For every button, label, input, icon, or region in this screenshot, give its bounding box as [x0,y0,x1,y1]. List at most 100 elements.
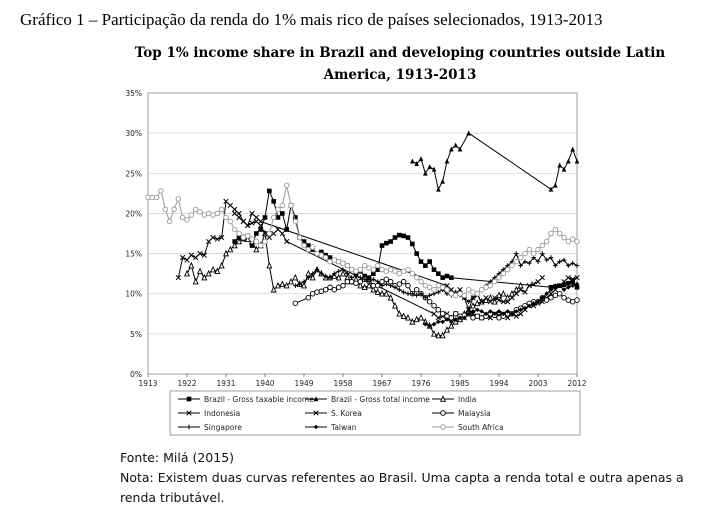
legend-label: Indonesia [204,409,240,418]
data-point [570,146,575,152]
x-tick-label: 2012 [567,379,586,388]
data-point [561,294,567,301]
data-point [574,263,580,268]
data-point [184,257,190,263]
legend-marker [186,424,192,430]
data-point [474,290,481,297]
data-point [548,230,554,237]
data-point [552,226,559,233]
data-point [565,275,571,281]
data-point [470,295,476,301]
data-point [440,319,445,325]
data-point [522,305,528,311]
data-point [293,215,298,220]
data-point [423,263,428,268]
data-point [227,202,233,209]
y-tick-label: 0% [130,370,142,379]
data-point [327,275,333,280]
data-point [517,254,524,261]
data-point [574,297,580,303]
data-point [526,246,533,253]
data-point [192,206,199,213]
data-point [196,267,204,274]
data-point [417,314,425,321]
data-point [332,271,337,276]
data-point [561,279,567,285]
data-point [449,146,454,152]
chart-title-line1: Top 1% income share in Brazil and develo… [134,45,666,61]
data-point [374,288,381,295]
data-point [236,210,242,217]
figure-caption: Gráfico 1 – Participação da renda do 1% … [20,10,603,29]
series-8 [145,182,580,299]
data-point [384,240,389,246]
data-point [543,238,550,245]
data-point [487,293,494,301]
data-point [244,233,251,239]
data-point [292,273,299,281]
data-point [314,267,320,272]
legend-label: South Africa [458,423,504,432]
data-point [400,312,407,319]
x-tick-label: 1913 [138,379,157,388]
data-point [504,266,511,273]
data-point [535,299,541,305]
legend-marker [186,410,192,416]
data-point [362,276,367,282]
data-point [353,273,359,279]
data-point [526,283,532,289]
data-point [501,311,506,317]
data-point [235,237,243,245]
y-tick-label: 35% [125,89,142,98]
legend-item: India [432,395,476,404]
data-point [544,257,549,263]
data-point [275,206,281,213]
data-point [561,282,567,288]
data-point [431,321,437,327]
data-point [522,259,528,264]
data-point [539,275,545,281]
data-point [535,279,541,285]
legend-marker [440,410,446,416]
data-point [331,286,338,293]
data-point [513,291,519,297]
data-point [410,241,415,247]
data-point [175,196,182,202]
data-point [279,280,286,287]
x-tick-label: 2003 [528,379,547,388]
data-point [557,283,562,288]
plot-frame [147,92,578,375]
data-point [427,164,432,170]
data-point [448,287,454,293]
legend-item: Taiwan [305,423,357,432]
data-point [249,236,255,242]
data-point [162,206,169,213]
data-point [361,262,368,269]
data-point [180,254,186,261]
data-point [466,311,471,317]
data-point [392,284,398,290]
data-point [427,259,432,264]
data-point [552,287,558,293]
series-7 [423,281,580,329]
data-point [206,238,212,245]
data-point [553,182,558,188]
data-point [397,287,402,292]
data-point [491,278,498,285]
data-point [496,297,502,303]
data-point [279,230,285,237]
data-point [292,218,299,225]
data-point [400,278,407,285]
data-point [301,279,307,284]
data-point [566,284,571,290]
data-point [396,310,403,317]
data-point [418,291,424,297]
legend-label: India [458,395,476,404]
data-point [297,281,302,287]
data-point [535,246,541,253]
chart-axes: 0% 5% 10% 15% 20% 25% 30% 35% 1913 1922 1931 1940 19… [125,89,586,388]
chart-plot-area [145,130,580,339]
data-point [218,206,225,213]
data-point [409,270,416,277]
data-point [548,186,554,192]
